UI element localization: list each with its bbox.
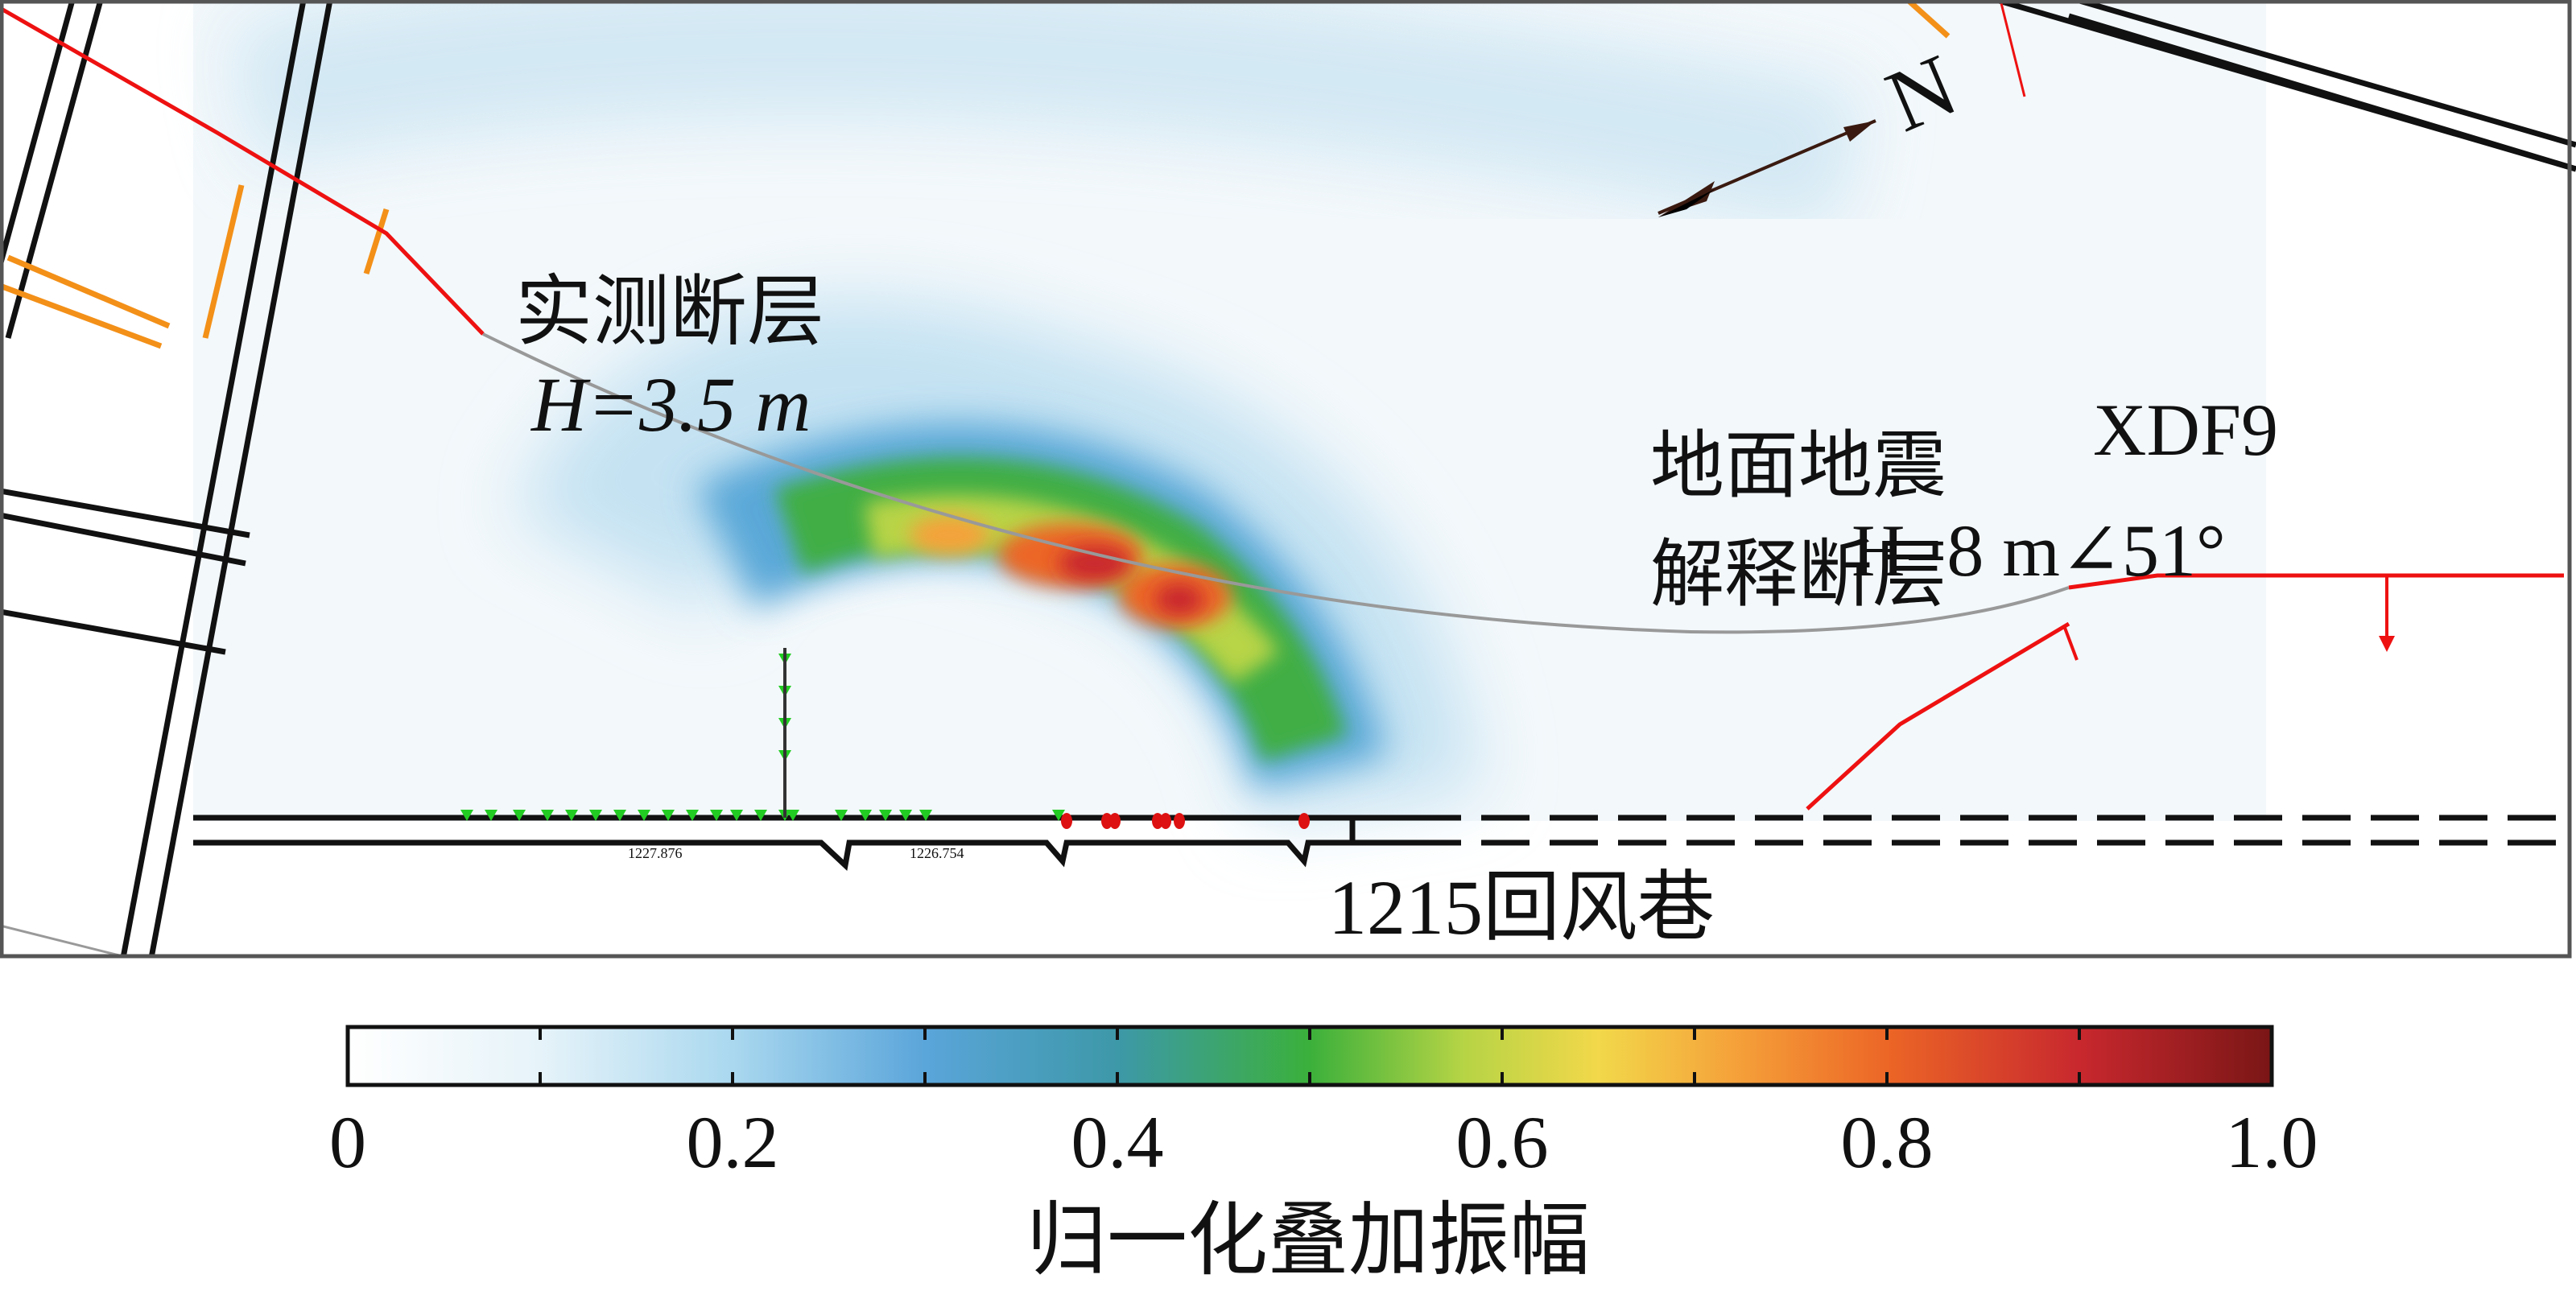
colorbar: 0 0.2 0.4 0.6 0.8 1.0 归一化叠加振幅 xyxy=(329,1025,2318,1285)
colorbar-tick-label: 0.8 xyxy=(1841,1101,1934,1183)
geophone-marker xyxy=(899,810,912,821)
geophone-marker xyxy=(859,810,872,821)
geophone-marker xyxy=(638,810,650,821)
faults xyxy=(0,0,2564,958)
seismic-fault-label-2: 解释断层 xyxy=(1650,534,1946,616)
geophone-marker xyxy=(786,810,799,821)
geophone-marker xyxy=(1052,810,1065,821)
geophone-marker xyxy=(541,810,554,821)
seismic-fault-name: XDF9 xyxy=(2093,389,2278,471)
geophone-marker xyxy=(513,810,526,821)
seismic-fault-throw: H=8 m∠51° xyxy=(1852,509,2226,592)
source-marker xyxy=(1152,813,1163,829)
source-marker xyxy=(1061,813,1072,829)
source-marker xyxy=(1298,813,1310,829)
geophone-marker xyxy=(613,810,626,821)
measured-fault-label: 实测断层 xyxy=(515,269,824,355)
colorbar-tick-label: 0 xyxy=(329,1101,366,1183)
measured-fault-throw: H=3.5 m xyxy=(530,361,811,448)
geophone-marker xyxy=(485,810,497,821)
colorbar-title: 归一化叠加振幅 xyxy=(1026,1196,1590,1285)
roadways xyxy=(0,0,2576,958)
source-marker xyxy=(1101,813,1113,829)
survey-point-2: 1226.754 xyxy=(910,845,964,861)
source-marker xyxy=(1174,813,1185,829)
geophone-marker xyxy=(589,810,602,821)
geophone-marker xyxy=(919,810,932,821)
colorbar-tick-label: 0.2 xyxy=(687,1101,779,1183)
geophone-marker xyxy=(662,810,675,821)
colorbar-tick-label: 0.4 xyxy=(1071,1101,1164,1183)
geophone-marker xyxy=(686,810,699,821)
geophone-marker xyxy=(565,810,578,821)
survey-point-1: 1227.876 xyxy=(628,845,683,861)
source-marker xyxy=(1109,813,1121,829)
geophone-marker xyxy=(710,810,723,821)
geophone-marker xyxy=(835,810,848,821)
map-frame xyxy=(0,0,2572,959)
source-marker xyxy=(1160,813,1171,829)
geophone-marker xyxy=(730,810,743,821)
geophone-marker xyxy=(754,810,767,821)
colorbar-tick-label: 0.6 xyxy=(1456,1101,1549,1183)
heatmap xyxy=(227,0,1866,823)
geophone-marker xyxy=(879,810,892,821)
roadway-label: 1215回风巷 xyxy=(1328,864,1715,951)
seismic-fault-label-1: 地面地震 xyxy=(1650,425,1946,507)
map-panel: 1227.876 1226.754 N 实测断层 H=3.5 m 地面地震 解释… xyxy=(0,0,2576,958)
orange-lines xyxy=(0,0,1951,349)
geophone-marker xyxy=(460,810,473,821)
colorbar-tick-label: 1.0 xyxy=(2226,1101,2318,1183)
